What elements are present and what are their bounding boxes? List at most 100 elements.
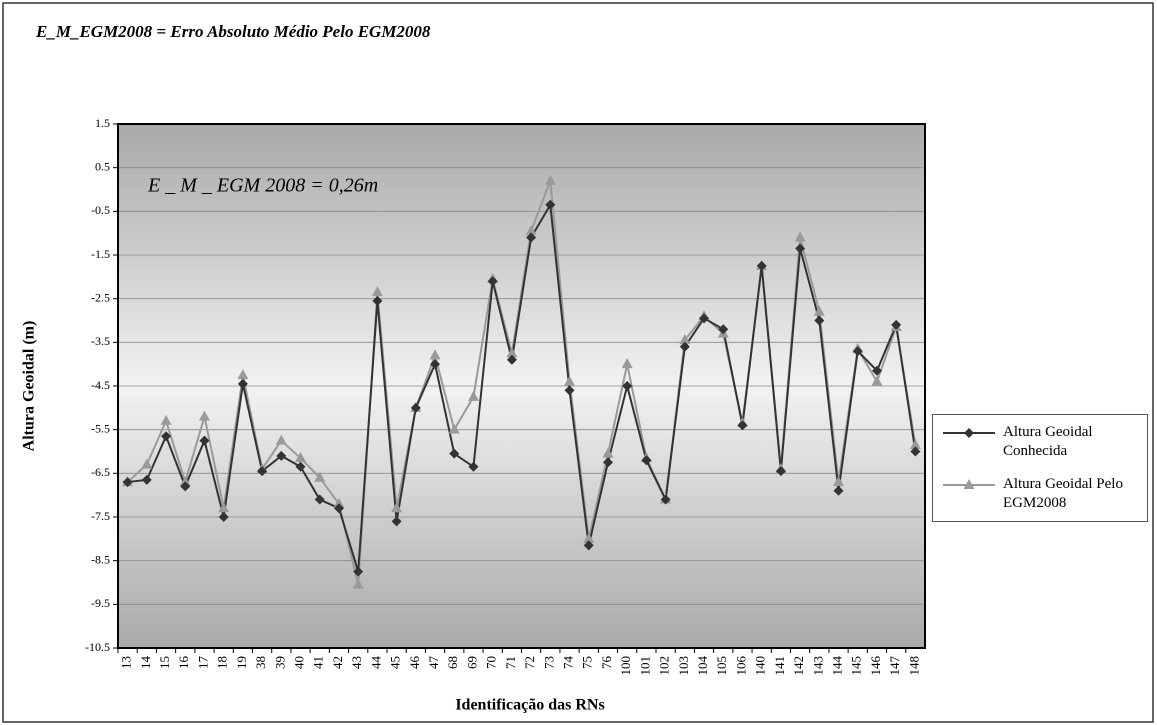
x-tick-label: 42 [330, 656, 345, 669]
y-axis-label: Altura Geoidal (m) [21, 321, 38, 452]
x-tick-label: 41 [311, 656, 326, 669]
x-tick-label: 19 [234, 656, 249, 669]
diamond-marker [814, 315, 825, 326]
triangle-marker [583, 532, 595, 543]
triangle-marker [314, 471, 326, 482]
y-tick-label: 0.5 [95, 159, 110, 173]
diamond-marker [199, 435, 210, 446]
diamond-marker [910, 446, 921, 457]
series-line [127, 201, 917, 572]
x-tick-label: 100 [618, 656, 633, 676]
y-tick-label: -3.5 [91, 334, 110, 348]
diamond-marker [564, 385, 575, 396]
diamond-marker [699, 313, 710, 324]
triangle-marker [564, 375, 576, 386]
diamond-marker [180, 481, 191, 492]
triangle-marker [237, 369, 249, 380]
diamond-marker [449, 448, 460, 459]
y-tick-label: -6.5 [91, 465, 110, 479]
diamond-marker [237, 378, 248, 389]
triangle-marker [391, 502, 403, 513]
diamond-marker [468, 461, 479, 472]
diamond-marker [602, 457, 613, 468]
x-tick-label: 13 [119, 656, 134, 669]
x-tick-label: 74 [561, 656, 576, 670]
x-tick-label: 76 [599, 656, 614, 670]
legend: Altura Geoidal Conhecida Altura Geoidal P… [932, 414, 1148, 522]
diamond-marker [718, 324, 729, 335]
x-tick-label: 146 [868, 656, 883, 676]
diamond-marker [487, 276, 498, 287]
diamond-marker [545, 199, 556, 210]
triangle-marker [198, 410, 210, 421]
diamond-marker [295, 461, 306, 472]
x-tick-label: 147 [887, 656, 902, 676]
triangle-marker [602, 447, 614, 458]
x-tick-label: 39 [272, 656, 287, 669]
plot-frame [117, 123, 926, 649]
diamond-marker [679, 341, 690, 352]
diamond-marker [583, 540, 594, 551]
diamond-marker [314, 494, 325, 505]
triangle-marker [429, 349, 441, 360]
x-tick-label: 46 [407, 656, 422, 670]
diamond-marker [430, 359, 441, 370]
diamond-marker [333, 503, 344, 514]
diamond-marker [161, 431, 172, 442]
diamond-marker [276, 450, 287, 461]
diamond-marker [141, 474, 152, 485]
x-tick-label: 104 [695, 656, 710, 676]
triangle-marker [871, 375, 883, 386]
triangle-marker [352, 578, 364, 589]
y-tick-label: -7.5 [91, 509, 110, 523]
diamond-marker [852, 346, 863, 357]
triangle-marker [525, 224, 537, 235]
diamond-marker [410, 402, 421, 413]
diamond-marker [641, 455, 652, 466]
x-tick-label: 69 [464, 656, 479, 669]
x-tick-label: 17 [195, 656, 210, 670]
x-tick-label: 15 [157, 656, 172, 669]
chart-title: E_M_EGM2008 = Erro Absoluto Médio Pelo E… [35, 22, 431, 41]
diamond-marker [833, 485, 844, 496]
x-tick-label: 38 [253, 656, 268, 669]
x-tick-label: 72 [522, 656, 537, 669]
diamond-marker [391, 516, 402, 527]
x-tick-label: 148 [906, 656, 921, 676]
x-tick-label: 141 [772, 656, 787, 676]
x-tick-label: 40 [292, 656, 307, 669]
legend-swatch [943, 479, 995, 489]
triangle-marker [963, 479, 975, 489]
triangle-marker [141, 458, 153, 469]
diamond-marker [353, 566, 364, 577]
triangle-marker [371, 286, 383, 297]
triangle-marker [506, 347, 518, 358]
triangle-marker [333, 497, 345, 508]
x-tick-label: 105 [714, 656, 729, 676]
triangle-marker [448, 423, 460, 434]
triangle-marker [813, 305, 825, 316]
legend-label: Altura Geoidal Conhecida [1003, 424, 1093, 459]
y-tick-label: -9.5 [91, 596, 110, 610]
x-tick-label: 101 [637, 656, 652, 676]
y-tick-label: -2.5 [91, 290, 110, 304]
annotation: E _ M _ EGM 2008 = 0,26m [147, 175, 378, 197]
x-axis-label: Identificação das RNs [455, 697, 604, 714]
diamond-marker [372, 295, 383, 306]
diamond-marker [775, 466, 786, 477]
diamond-marker [795, 243, 806, 254]
x-tick-label: 103 [676, 656, 691, 676]
x-tick-label: 47 [426, 656, 441, 670]
diamond-marker [737, 420, 748, 431]
triangle-marker [909, 438, 921, 449]
diamond-marker [622, 381, 633, 391]
diamond-marker [660, 494, 671, 505]
x-tick-label: 143 [810, 656, 825, 676]
x-tick-label: 145 [849, 656, 864, 676]
y-tick-label: -1.5 [91, 247, 110, 261]
triangle-marker [467, 390, 479, 401]
triangle-marker [794, 231, 806, 242]
